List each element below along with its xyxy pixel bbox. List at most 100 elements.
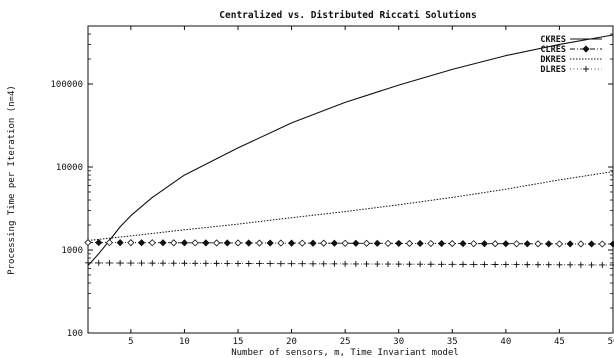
- clres-marker: [116, 239, 124, 247]
- dlres-marker: [256, 260, 263, 267]
- plot-frame: [87, 25, 614, 334]
- clres-marker: [534, 240, 542, 248]
- x-tick-label: 30: [393, 337, 404, 347]
- y-tick-label: 10000: [56, 163, 83, 173]
- x-tick-label: 40: [500, 337, 511, 347]
- legend-label: DKRES: [540, 55, 566, 65]
- dlres-marker: [470, 261, 477, 268]
- clres-marker: [202, 239, 210, 247]
- clres-marker: [95, 239, 103, 247]
- dlres-marker: [438, 261, 445, 268]
- y-tick-label: 100: [67, 329, 83, 339]
- dlres-marker: [513, 261, 520, 268]
- dlres-marker: [385, 261, 391, 268]
- clres-marker: [330, 239, 338, 247]
- dlres-marker: [599, 261, 606, 268]
- clres-marker: [159, 239, 167, 247]
- y-tick-label: 100000: [50, 80, 83, 90]
- y-tick-label: 1000: [61, 246, 83, 256]
- dlres-marker: [502, 261, 509, 268]
- dlres-marker: [245, 260, 252, 267]
- x-tick-label: 15: [233, 337, 244, 347]
- dlres-marker: [481, 261, 488, 268]
- x-tick-label: 25: [340, 337, 351, 347]
- clres-marker: [513, 240, 521, 248]
- clres-marker: [523, 240, 531, 248]
- clres-marker: [448, 240, 456, 248]
- dlres-marker: [331, 260, 338, 267]
- y-axis-label: Processing Time per Iteration (n=4): [7, 85, 17, 275]
- x-tick-label: 10: [179, 337, 190, 347]
- dlres-marker: [160, 260, 166, 267]
- dlres-marker: [567, 261, 574, 268]
- series-line-dlres: [87, 262, 614, 266]
- clres-marker: [470, 240, 478, 248]
- dlres-marker: [235, 260, 241, 267]
- dlres-marker: [395, 261, 402, 268]
- clres-marker: [277, 239, 285, 247]
- clres-marker: [341, 239, 349, 247]
- clres-marker: [598, 240, 606, 248]
- clres-marker: [459, 240, 467, 248]
- clres-marker: [213, 239, 221, 247]
- dlres-marker: [460, 261, 466, 268]
- dlres-marker: [342, 260, 349, 267]
- dlres-marker: [267, 260, 274, 267]
- dlres-marker: [556, 261, 563, 268]
- dlres-marker: [374, 261, 381, 268]
- dlres-marker: [138, 260, 145, 267]
- x-tick-label: 35: [447, 337, 458, 347]
- series-line-ckres: [87, 34, 614, 266]
- clres-marker: [588, 240, 596, 248]
- legend-label: CLRES: [540, 45, 566, 55]
- clres-marker: [609, 240, 614, 248]
- x-tick-label: 45: [554, 337, 565, 347]
- clres-marker: [438, 239, 446, 248]
- dlres-marker: [449, 261, 456, 268]
- dlres-marker: [352, 260, 359, 267]
- dlres-marker: [117, 259, 124, 266]
- clres-marker: [405, 239, 413, 248]
- clres-marker: [138, 239, 146, 247]
- clres-marker: [255, 239, 263, 247]
- dlres-marker: [299, 260, 306, 267]
- clres-marker: [309, 239, 317, 247]
- clres-marker: [170, 239, 178, 247]
- dlres-marker: [492, 261, 499, 268]
- clres-marker: [427, 239, 435, 248]
- clres-marker: [545, 240, 553, 248]
- dlres-marker: [181, 260, 188, 267]
- dlres-marker: [427, 261, 434, 268]
- clres-marker: [416, 239, 424, 248]
- clres-marker: [363, 239, 371, 247]
- clres-marker: [491, 240, 499, 248]
- clres-marker: [84, 238, 92, 247]
- clres-marker: [566, 240, 574, 248]
- dlres-marker: [202, 260, 209, 267]
- clres-marker: [234, 239, 242, 247]
- dlres-marker: [149, 260, 156, 267]
- clres-marker: [373, 239, 381, 247]
- clres-marker: [480, 240, 488, 248]
- series-line-clres: [87, 242, 614, 245]
- dlres-marker: [310, 260, 316, 267]
- clres-marker: [298, 239, 306, 247]
- dlres-marker: [288, 260, 295, 267]
- dlres-marker: [320, 260, 327, 267]
- dlres-marker: [213, 260, 220, 267]
- clres-marker: [245, 239, 253, 247]
- dlres-marker: [406, 261, 413, 268]
- clres-marker: [127, 239, 135, 247]
- dlres-marker: [588, 261, 595, 268]
- chart-title: Centralized vs. Distributed Riccati Solu…: [219, 10, 476, 21]
- x-tick-label: 5: [128, 337, 133, 347]
- clres-marker: [577, 240, 585, 248]
- dlres-marker: [417, 261, 424, 268]
- x-tick-label: 20: [286, 337, 297, 347]
- dlres-marker: [95, 259, 102, 266]
- dlres-marker: [192, 260, 199, 267]
- ticks-layer: 5 10 15 20 25 30 35 40 45 50 100 1000 10000 100000: [50, 25, 614, 347]
- clres-marker: [502, 240, 510, 248]
